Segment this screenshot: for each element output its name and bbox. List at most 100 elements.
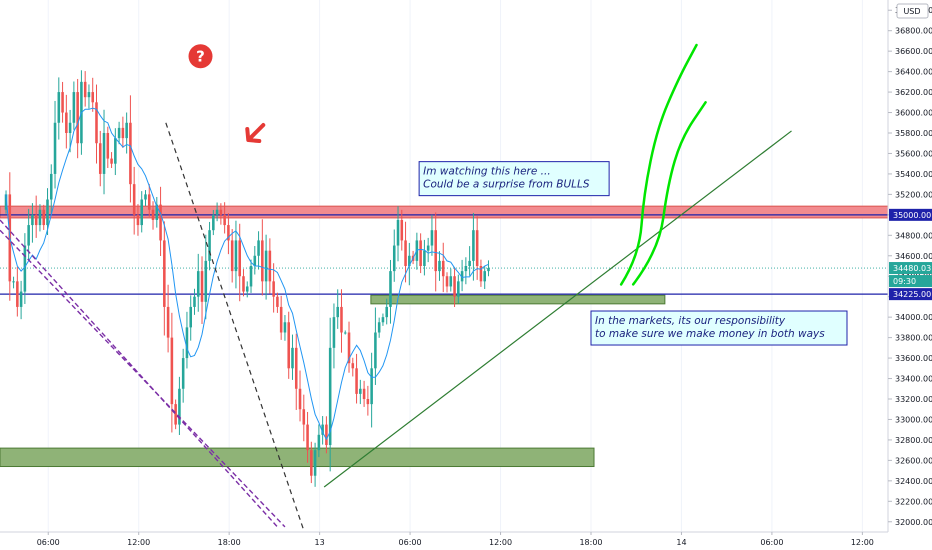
candle-body[interactable]	[42, 209, 46, 226]
candle-body[interactable]	[38, 209, 42, 226]
candle-body[interactable]	[19, 291, 23, 307]
candle-body[interactable]	[125, 122, 128, 139]
candle-body[interactable]	[449, 276, 453, 287]
candle-body[interactable]	[479, 266, 483, 282]
candle-body[interactable]	[245, 286, 249, 292]
candle-body[interactable]	[441, 260, 445, 277]
candle-body[interactable]	[317, 434, 321, 451]
candle-body[interactable]	[374, 332, 377, 369]
candle-body[interactable]	[298, 388, 302, 410]
candle-body[interactable]	[102, 133, 106, 174]
candle-body[interactable]	[272, 281, 275, 297]
candle-body[interactable]	[453, 276, 456, 297]
level-price-badge[interactable]	[889, 288, 932, 301]
candle-body[interactable]	[408, 255, 411, 266]
candle-body[interactable]	[181, 358, 185, 389]
candle-body[interactable]	[347, 332, 351, 364]
candle-body[interactable]	[129, 122, 132, 185]
candle-body[interactable]	[400, 219, 404, 241]
bullish-projection-curve[interactable]	[619, 43, 698, 286]
candle-body[interactable]	[306, 424, 309, 451]
candle-body[interactable]	[396, 219, 400, 246]
question-mark-icon[interactable]	[188, 44, 213, 69]
candle-body[interactable]	[53, 122, 57, 174]
candle-body[interactable]	[438, 260, 441, 272]
candle-body[interactable]	[110, 158, 113, 164]
candle-body[interactable]	[98, 143, 102, 174]
candle-body[interactable]	[151, 209, 155, 220]
current-price-badge[interactable]	[889, 262, 932, 275]
bullish-projection-curve[interactable]	[631, 101, 707, 286]
candle-body[interactable]	[76, 92, 79, 144]
candle-body[interactable]	[294, 347, 298, 389]
candle-body[interactable]	[144, 194, 147, 200]
level-price-badge[interactable]	[889, 208, 932, 221]
candle-body[interactable]	[310, 450, 313, 476]
candle-body[interactable]	[268, 250, 272, 282]
candle-body[interactable]	[193, 296, 196, 307]
candle-body[interactable]	[121, 127, 125, 139]
candle-body[interactable]	[472, 230, 475, 261]
candle-body[interactable]	[106, 133, 110, 159]
candle-body[interactable]	[321, 424, 324, 435]
candle-body[interactable]	[166, 306, 170, 338]
annotation-box[interactable]	[418, 161, 610, 197]
purple-dashed-channel-line[interactable]	[0, 219, 278, 528]
candle-body[interactable]	[219, 209, 223, 215]
candle-body[interactable]	[355, 368, 358, 394]
candle-body[interactable]	[136, 214, 140, 226]
candle-body[interactable]	[159, 204, 162, 241]
candle-body[interactable]	[234, 240, 238, 272]
candle-body[interactable]	[49, 173, 53, 200]
candle-body[interactable]	[385, 306, 388, 318]
candle-body[interactable]	[189, 306, 192, 328]
candle-body[interactable]	[276, 296, 279, 307]
candle-body[interactable]	[31, 214, 34, 226]
candle-body[interactable]	[340, 306, 343, 333]
candle-body[interactable]	[419, 240, 422, 266]
candle-body[interactable]	[336, 306, 339, 318]
candle-body[interactable]	[430, 230, 434, 246]
candle-body[interactable]	[87, 92, 91, 98]
candle-body[interactable]	[57, 92, 61, 123]
candle-body[interactable]	[178, 388, 181, 425]
candle-body[interactable]	[366, 399, 370, 405]
candle-body[interactable]	[426, 245, 430, 251]
candle-body[interactable]	[208, 230, 211, 261]
candle-body[interactable]	[91, 92, 95, 103]
candle-body[interactable]	[389, 271, 392, 307]
red-arrow-icon[interactable]	[249, 123, 266, 140]
candle-body[interactable]	[381, 317, 385, 323]
price-axis[interactable]: 37000.0036800.0036600.0036400.0036200.00…	[888, 6, 932, 527]
candle-body[interactable]	[257, 240, 260, 256]
support-zone[interactable]	[370, 294, 666, 305]
candle-body[interactable]	[468, 260, 471, 266]
candle-body[interactable]	[65, 112, 68, 133]
candle-body[interactable]	[370, 368, 373, 405]
candle-body[interactable]	[302, 409, 306, 425]
annotation-box[interactable]	[590, 310, 848, 346]
ascending-trendline[interactable]	[323, 130, 792, 488]
candle-body[interactable]	[291, 347, 294, 369]
candle-body[interactable]	[249, 266, 253, 287]
candle-body[interactable]	[487, 268, 490, 272]
candle-body[interactable]	[287, 322, 290, 369]
candle-body[interactable]	[185, 327, 189, 359]
time-axis[interactable]: 06:00 12:00 18:00 13 06:00 12:00 18:00 14 06:00 1…	[37, 532, 874, 547]
candle-body[interactable]	[434, 230, 437, 272]
purple-dashed-channel-line[interactable]	[0, 229, 286, 528]
descending-dashed-trendline[interactable]	[165, 122, 307, 538]
candle-body[interactable]	[261, 240, 264, 282]
candle-body[interactable]	[457, 281, 460, 297]
candle-body[interactable]	[460, 271, 464, 282]
candle-body[interactable]	[16, 281, 19, 307]
candle-body[interactable]	[404, 240, 407, 266]
candle-body[interactable]	[170, 337, 174, 405]
candle-body[interactable]	[230, 240, 234, 272]
candle-body[interactable]	[313, 450, 317, 476]
candle-body[interactable]	[23, 245, 27, 292]
candle-body[interactable]	[351, 363, 355, 369]
candle-body[interactable]	[147, 194, 151, 210]
candle-body[interactable]	[140, 199, 143, 226]
